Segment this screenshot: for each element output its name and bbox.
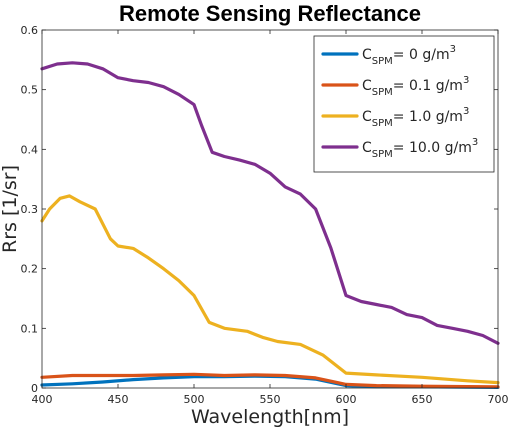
x-tick-label: 650 — [412, 393, 433, 406]
legend: CSPM= 0 g/m3 CSPM= 0.1 g/m3 CSPM= 1.0 g/m3… — [313, 35, 495, 173]
x-axis-label: Wavelength[nm] — [191, 406, 349, 428]
series-line-2 — [40, 194, 500, 385]
legend-label-2: CSPM= 1.0 g/m3 — [362, 106, 469, 129]
y-tick-label: 0.3 — [21, 203, 39, 216]
x-tick-label: 400 — [32, 393, 53, 406]
y-tick-label: 0.5 — [21, 84, 39, 97]
legend-label-0: CSPM= 0 g/m3 — [362, 44, 456, 67]
x-tick-label: 550 — [260, 393, 281, 406]
x-tick-label: 450 — [108, 393, 129, 406]
legend-label-3: CSPM= 10.0 g/m3 — [362, 137, 478, 160]
legend-box — [313, 35, 495, 173]
y-tick-label: 0.6 — [21, 24, 39, 37]
series-line-1 — [40, 372, 500, 389]
x-tick-label: 600 — [336, 393, 357, 406]
x-tick-label: 500 — [184, 393, 205, 406]
y-tick-label: 0.2 — [21, 263, 39, 276]
y-tick-label: 0.1 — [21, 322, 39, 335]
series-layer — [40, 61, 500, 389]
x-tick-label: 700 — [488, 393, 509, 406]
legend-label-1: CSPM= 0.1 g/m3 — [362, 75, 469, 98]
series-line-3 — [40, 61, 500, 345]
chart-title: Remote Sensing Reflectance — [119, 1, 421, 26]
tick-layer: 400 450 500 550 600 650 700 0 0.1 0.2 0.3 0.4 0.5 0.6 — [21, 24, 509, 406]
y-tick-label: 0.4 — [21, 143, 39, 156]
y-axis-label: Rrs [1/sr] — [0, 165, 21, 253]
y-tick-label: 0 — [31, 382, 38, 395]
